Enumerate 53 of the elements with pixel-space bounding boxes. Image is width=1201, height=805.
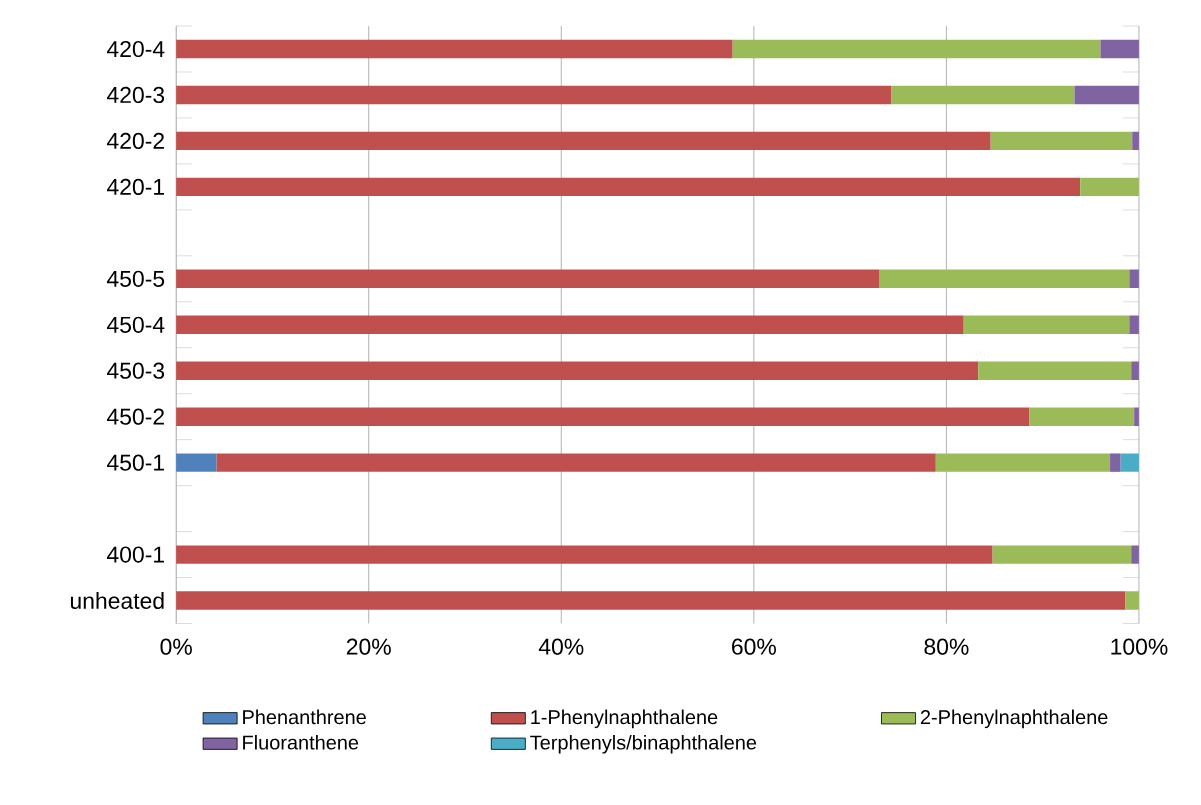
bar (176, 361, 979, 381)
legend-label: 1-Phenylnaphthalene (531, 709, 718, 729)
bar (1080, 177, 1139, 197)
bar (216, 453, 936, 473)
bar (978, 361, 1132, 381)
x-tick-label: 80% (924, 638, 969, 655)
bar (1129, 315, 1139, 335)
bar (176, 85, 892, 105)
y-tick-label: 420-3 (106, 87, 165, 104)
bar (935, 453, 1111, 473)
bar (992, 545, 1132, 564)
bar (990, 131, 1133, 151)
bar (891, 85, 1075, 105)
bar (878, 269, 1130, 289)
legend-label: 2-Phenylnaphthalene (920, 709, 1108, 729)
bar (176, 131, 991, 151)
y-tick-label: 450-5 (106, 270, 165, 288)
bar (176, 453, 217, 473)
bar (963, 315, 1130, 335)
x-tick-label: 20% (346, 638, 391, 655)
bar (1132, 131, 1139, 151)
legend-label: Phenanthrene (243, 709, 366, 725)
bar (176, 545, 993, 564)
legend-label: Fluoranthene (243, 735, 359, 750)
bar (1100, 39, 1139, 59)
y-tick-label: 400-1 (106, 546, 164, 563)
bar (176, 407, 1030, 427)
bar (176, 315, 964, 335)
bar (176, 591, 1126, 610)
bar (176, 269, 879, 289)
y-tick-label: 450-3 (106, 362, 165, 380)
bar (732, 39, 1101, 59)
x-tick-label: 60% (732, 638, 776, 655)
bar (1029, 407, 1135, 427)
y-tick-label: 450-4 (106, 316, 165, 334)
bar (1110, 453, 1121, 473)
y-tick-label: 450-1 (106, 454, 164, 471)
x-tick-label: 0% (160, 638, 192, 655)
bar (1120, 453, 1139, 473)
bar (176, 39, 733, 59)
y-tick-label: 420-1 (106, 178, 164, 196)
bar (1074, 85, 1139, 105)
bar (1125, 591, 1139, 610)
x-tick-label: 40% (538, 638, 584, 655)
bar (176, 177, 1081, 197)
legend-label: Terphenyls/binaphthalene (530, 735, 757, 754)
y-tick-label: 450-2 (106, 408, 164, 425)
x-tick-label: 100% (1111, 638, 1168, 655)
bar (1131, 545, 1139, 564)
y-tick-label: unheated (70, 592, 164, 610)
y-tick-label: 420-2 (106, 132, 164, 150)
y-tick-label: 420-4 (106, 41, 165, 58)
bar (1129, 269, 1139, 289)
